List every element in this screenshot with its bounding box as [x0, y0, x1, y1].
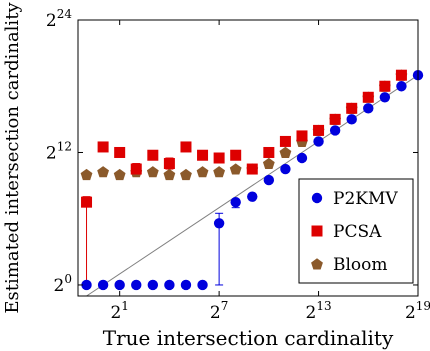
plot-frame: [77, 19, 419, 297]
y-tick-label-exponent: 24: [57, 7, 73, 21]
p2kmv-point: [296, 152, 308, 164]
pcsa-point: [346, 102, 358, 114]
p2kmv-point: [81, 279, 92, 291]
x-tick-label-base: 2: [405, 303, 416, 323]
p2kmv-point: [313, 136, 324, 147]
x-tick-label-base: 2: [306, 303, 317, 323]
bloom-point: [80, 168, 93, 181]
bloom-point: [97, 166, 109, 178]
y-axis-title: Estimated intersection cardinality: [2, 2, 23, 314]
legend-label-bloom: Bloom: [333, 255, 388, 275]
bloom-point: [196, 166, 209, 178]
p2kmv-point: [213, 218, 225, 229]
bloom-point: [113, 168, 126, 181]
pcsa-point: [130, 163, 142, 175]
pcsa-point: [197, 149, 209, 161]
bloom-point: [146, 166, 159, 178]
x-tick-label: 21: [110, 299, 128, 323]
pcsa-point: [230, 149, 242, 161]
pcsa-point: [97, 141, 109, 153]
pcsa-point: [329, 113, 341, 125]
pcsa-point: [180, 141, 192, 153]
x-tick-label: 213: [306, 299, 332, 323]
pcsa-point: [395, 69, 407, 81]
axes-layer: [77, 19, 419, 297]
reference-line-layer: [86, 74, 419, 297]
x-tick-label-base: 2: [110, 303, 121, 323]
bloom-point: [163, 168, 176, 181]
pcsa-legend-marker: [311, 225, 323, 237]
y-tick-label-base: 2: [46, 11, 57, 31]
y-tick-label: 20: [54, 272, 72, 296]
x-tick-label-exponent: 13: [316, 299, 331, 313]
x-tick-label: 27: [210, 299, 228, 323]
p2kmv-point: [263, 174, 275, 186]
x-tick-label-base: 2: [210, 303, 221, 323]
pcsa-point: [147, 149, 159, 161]
p2kmv-legend-marker: [311, 192, 323, 204]
y-tick-label: 212: [46, 139, 72, 163]
y-tick-label-exponent: 12: [57, 139, 72, 153]
y-tick-label-base: 2: [46, 143, 57, 163]
pcsa-point: [114, 146, 126, 158]
bloom-point: [180, 168, 192, 181]
pcsa-point: [379, 80, 391, 92]
x-tick-label: 219: [405, 299, 430, 323]
p2kmv-point: [329, 125, 341, 136]
p2kmv-point: [180, 279, 192, 291]
pcsa-point: [362, 91, 374, 103]
p2kmv-point: [114, 279, 125, 291]
p2kmv-point: [396, 81, 407, 92]
p2kmv-point: [197, 279, 208, 291]
bloom-point: [229, 163, 242, 175]
pcsa-point: [263, 146, 275, 158]
legend: P2KMV PCSA Bloom: [298, 178, 414, 284]
pcsa-point: [313, 124, 325, 136]
marker-layer: [80, 69, 424, 291]
pcsa-point: [81, 196, 93, 208]
pcsa-point: [279, 135, 291, 147]
p2kmv-point: [247, 191, 258, 202]
p2kmv-point: [280, 163, 291, 175]
x-tick-label-exponent: 7: [221, 299, 229, 313]
y-tick-label-base: 2: [54, 276, 65, 296]
x-tick-label-exponent: 19: [416, 299, 430, 313]
p2kmv-point: [363, 103, 374, 114]
legend-label-pcsa: PCSA: [333, 222, 382, 242]
y-tick-label-exponent: 0: [64, 272, 72, 286]
y-tick-label: 224: [46, 7, 72, 31]
x-tick-label-exponent: 1: [121, 299, 129, 313]
pcsa-point: [296, 130, 308, 142]
p2kmv-point: [97, 279, 109, 291]
pcsa-point: [213, 152, 225, 164]
bloom-point: [262, 157, 275, 170]
p2kmv-point: [346, 114, 357, 125]
x-axis-title: True intersection cardinality: [103, 326, 394, 350]
reference-line: [86, 74, 419, 297]
p2kmv-point: [230, 196, 241, 208]
pcsa-point: [246, 163, 258, 175]
p2kmv-point: [147, 279, 159, 291]
bloom-legend-marker: [311, 258, 323, 270]
bloom-point: [213, 166, 226, 178]
p2kmv-point: [131, 279, 142, 291]
p2kmv-point: [379, 92, 391, 103]
bloom-point: [279, 146, 292, 158]
pcsa-point: [163, 158, 175, 170]
p2kmv-point: [164, 279, 175, 291]
legend-label-p2kmv: P2KMV: [333, 189, 398, 209]
